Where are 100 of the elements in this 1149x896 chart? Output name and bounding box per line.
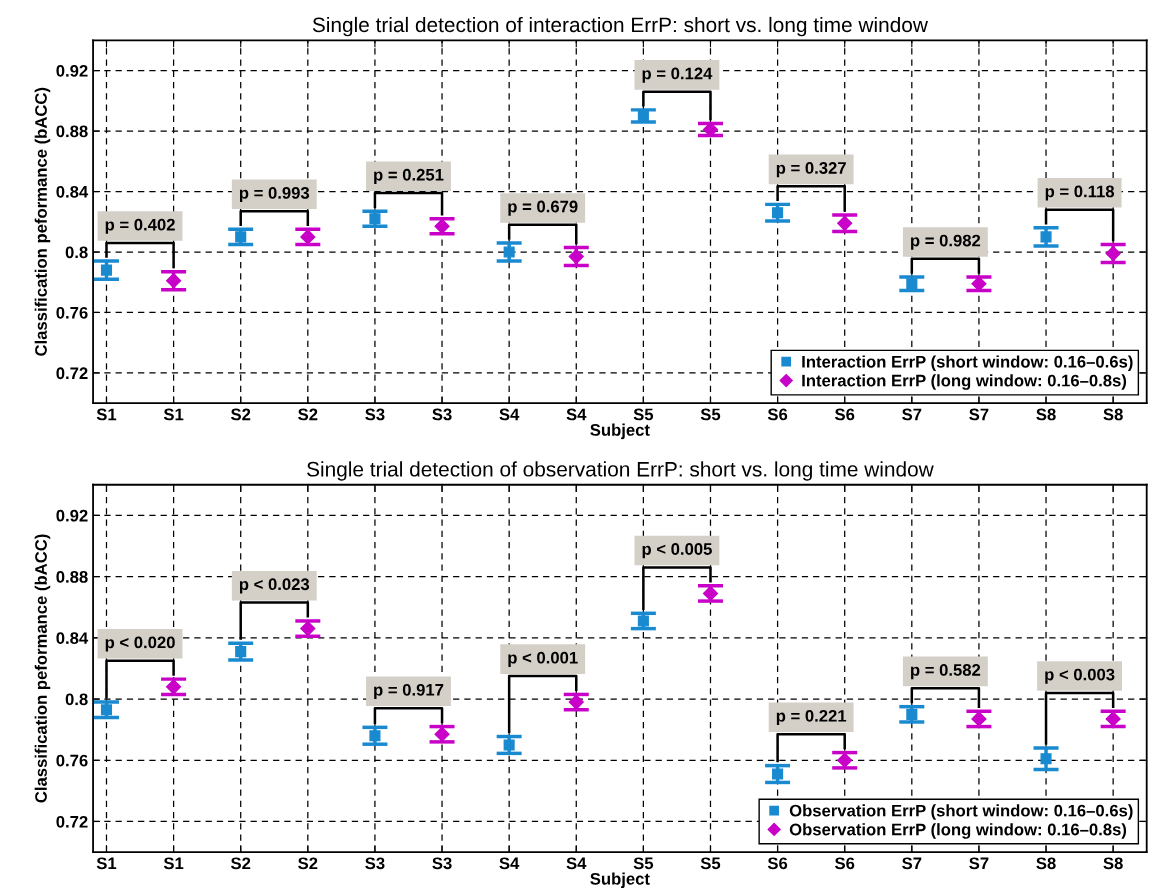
x-tick-label: S8	[1103, 408, 1123, 421]
annotation: p = 0.679	[508, 200, 578, 216]
point	[772, 207, 784, 219]
x-tick-label: S7	[902, 408, 922, 421]
point	[637, 615, 649, 627]
point	[837, 752, 853, 768]
x-tick-label: S1	[163, 857, 184, 870]
point	[235, 646, 247, 658]
point	[100, 264, 113, 276]
x-tick-label: S6	[834, 408, 855, 421]
point	[772, 768, 784, 780]
annotation: p = 0.982	[911, 234, 981, 250]
x-tick-label: S2	[231, 857, 251, 870]
legend-label: Interaction ErrP (long window: 0.16–0.8s)	[802, 374, 1127, 390]
x-tick-label: S2	[298, 408, 318, 421]
x-tick-label: S5	[633, 408, 654, 421]
annotation: p = 0.251	[374, 168, 444, 184]
x-tick-label: S5	[700, 857, 721, 870]
annotation: p < 0.003	[1045, 668, 1115, 684]
y-tick-label: 0.92	[56, 509, 88, 522]
chart-title: Single trial detection of interaction ErrP: short vs. long time window	[312, 16, 928, 37]
x-tick-label: S3	[432, 857, 452, 870]
chart-title: Single trial detection of observation ErrP: short vs. long time window	[307, 461, 934, 481]
point	[235, 231, 247, 243]
annotation: p = 0.993	[239, 187, 310, 203]
annotation: p = 0.582	[911, 664, 981, 680]
legend-label: Interaction ErrP (short window: 0.16–0.6s)	[802, 355, 1133, 371]
point	[906, 708, 918, 720]
y-tick-label: 0.72	[56, 815, 88, 828]
point	[300, 621, 316, 637]
point	[637, 110, 649, 122]
x-tick-label: S2	[298, 857, 318, 870]
y-axis-title: Classification peformance (bACC)	[34, 87, 51, 356]
point	[369, 213, 381, 225]
point	[434, 726, 450, 742]
point	[837, 215, 853, 231]
y-tick-label: 0.76	[56, 754, 88, 767]
x-tick-label: S4	[499, 408, 520, 421]
point	[503, 246, 515, 258]
y-tick-label: 0.8	[65, 246, 88, 259]
y-tick-label: 0.84	[56, 185, 89, 198]
x-tick-label: S6	[834, 857, 855, 870]
x-tick-label: S8	[1036, 408, 1056, 421]
x-tick-label: S4	[566, 408, 587, 421]
y-tick-label: 0.8	[65, 693, 88, 706]
point	[369, 730, 381, 742]
x-tick-label: S8	[1036, 857, 1056, 870]
annotation: p = 0.917	[374, 683, 444, 700]
x-tick-label: S5	[700, 408, 721, 421]
point	[906, 278, 918, 290]
x-tick-label: S7	[969, 408, 989, 421]
x-tick-label: S6	[767, 857, 788, 870]
y-tick-label: 0.88	[56, 125, 88, 138]
legend-label: Observation ErrP (long window: 0.16–0.8s)	[789, 823, 1127, 839]
annotation: p < 0.020	[105, 636, 175, 652]
x-tick-label: S8	[1103, 857, 1123, 870]
y-axis-title: Classification peformance (bACC)	[34, 534, 51, 803]
point	[702, 121, 719, 138]
point	[1105, 711, 1121, 727]
x-tick-label: S1	[163, 408, 184, 421]
annotation: p < 0.023	[239, 578, 310, 594]
point	[702, 585, 719, 601]
x-tick-label: S4	[499, 857, 520, 870]
point	[434, 218, 450, 234]
y-tick-label: 0.84	[56, 632, 89, 645]
x-tick-label: S7	[902, 857, 922, 870]
point	[300, 229, 316, 245]
point	[1040, 753, 1052, 765]
annotation: p = 0.221	[776, 709, 847, 726]
point	[503, 739, 515, 751]
point	[568, 694, 584, 710]
y-tick-label: 0.72	[56, 367, 88, 380]
annotation: p < 0.005	[642, 543, 712, 559]
x-tick-label: S7	[969, 857, 989, 870]
point	[166, 273, 182, 289]
point	[971, 711, 987, 727]
annotation: p = 0.118	[1045, 185, 1115, 201]
x-tick-label: S3	[365, 857, 385, 870]
x-tick-label: S2	[231, 408, 251, 421]
x-axis-title: Subject	[590, 872, 650, 889]
x-tick-label: S1	[96, 408, 117, 421]
annotation: p < 0.001	[508, 651, 578, 667]
y-tick-label: 0.88	[56, 570, 88, 583]
point	[100, 704, 113, 716]
annotation: p = 0.402	[105, 218, 175, 234]
point	[1040, 231, 1052, 243]
y-tick-label: 0.92	[56, 64, 88, 77]
y-tick-label: 0.76	[56, 306, 88, 319]
x-tick-label: S3	[365, 408, 385, 421]
x-tick-label: S6	[767, 408, 788, 421]
point	[1105, 245, 1121, 262]
x-axis-title: Subject	[590, 423, 650, 440]
annotation: p = 0.327	[776, 162, 846, 178]
x-tick-label: S3	[432, 408, 452, 421]
point	[568, 248, 584, 265]
legend-label: Observation ErrP (short window: 0.16–0.6s)	[789, 804, 1133, 820]
x-tick-label: S1	[96, 857, 117, 870]
point	[166, 679, 182, 695]
annotation: p = 0.124	[642, 67, 713, 83]
x-tick-label: S5	[633, 857, 654, 870]
